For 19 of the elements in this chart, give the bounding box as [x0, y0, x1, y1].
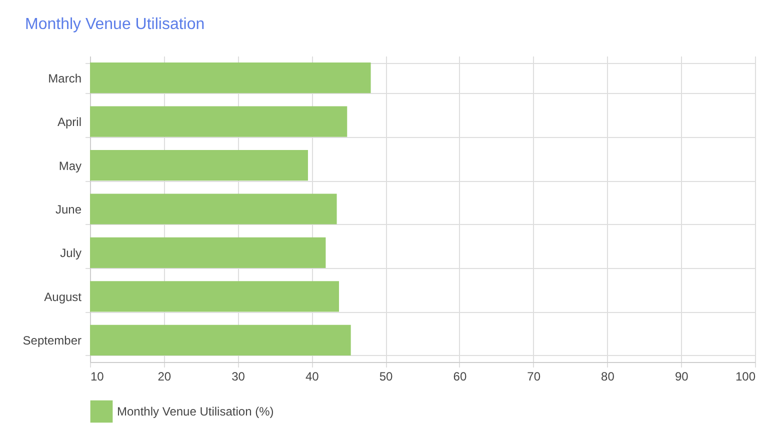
y-tick-label: August [44, 290, 82, 304]
x-tick-label: 60 [453, 370, 467, 384]
x-tick-label: 90 [674, 370, 689, 384]
x-tick-label: 20 [158, 370, 172, 384]
y-tick-label: May [58, 158, 82, 173]
y-tick-label: July [60, 246, 82, 260]
legend-label: Monthly Venue Utilisation (%) [117, 404, 274, 418]
y-tick-label: June [55, 202, 82, 216]
chart-title: Monthly Venue Utilisation [25, 16, 205, 33]
y-tick-label: March [48, 71, 82, 86]
x-tick-label: 80 [601, 370, 615, 384]
x-tick-label: 100 [735, 370, 756, 384]
y-tick-label: September [22, 334, 82, 348]
y-tick-label: April [57, 115, 82, 130]
x-tick-label: 10 [90, 370, 104, 384]
x-tick-label: 50 [379, 370, 394, 384]
x-tick-label: 40 [305, 370, 320, 384]
x-tick-label: 30 [232, 370, 246, 384]
x-tick-label: 70 [527, 370, 541, 384]
